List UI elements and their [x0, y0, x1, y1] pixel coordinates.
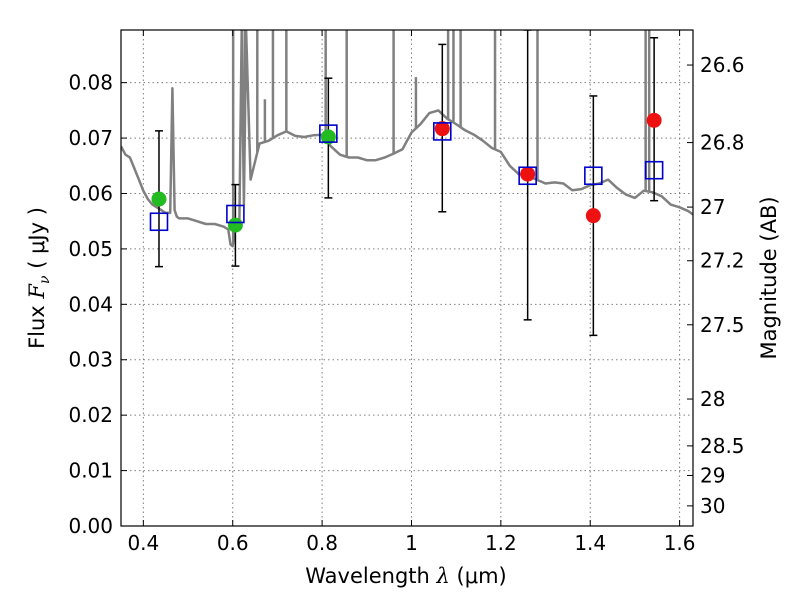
mag-tick-label: 30: [700, 494, 725, 518]
observed-point-green: [227, 217, 243, 233]
observed-point-red: [585, 208, 601, 224]
y-tick-label: 0.05: [68, 237, 113, 261]
x-tick-label: 0.6: [217, 531, 249, 555]
model-photometry-square: [644, 160, 664, 180]
mag-tick-label: 28.5: [700, 434, 745, 458]
x-axis-label: Wavelength λ (μm): [305, 564, 506, 588]
y-tick-label: 0.00: [68, 514, 113, 538]
model-photometry-square: [433, 122, 452, 141]
x-tick-label: 1.4: [574, 531, 606, 555]
y-tick-label: 0.04: [68, 292, 113, 316]
mag-tick-label: 26.6: [700, 53, 745, 77]
y-tick-label: 0.07: [68, 126, 113, 150]
x-tick-label: 0.4: [127, 531, 159, 555]
model-photometry-square: [226, 204, 245, 224]
y2-axis-label: Magnitude (AB): [757, 196, 781, 359]
mag-tick-label: 29: [700, 463, 725, 487]
y-tick-label: 0.02: [68, 403, 113, 427]
mag-tick-label: 27: [700, 195, 725, 219]
model-photometry-square: [518, 166, 537, 186]
mag-tick-label: 27.5: [700, 313, 745, 337]
observed-point-red: [520, 166, 536, 182]
x-tick-label: 1.2: [485, 531, 517, 555]
model-photometry-square: [319, 124, 338, 143]
observed-point-green: [151, 191, 167, 207]
mag-tick-label: 26.8: [700, 131, 745, 155]
mag-tick-label: 28: [700, 387, 725, 411]
x-tick-label: 1: [405, 531, 418, 555]
x-tick-label: 0.8: [306, 531, 338, 555]
plot-area: [121, 30, 693, 337]
x-tick-label: 1.6: [664, 531, 696, 555]
model-photometry-square: [584, 166, 603, 186]
model-spectrum-line: [121, 30, 693, 248]
y-axis-label: Flux Fν ( μJy ): [25, 207, 53, 349]
model-photometry-square: [149, 212, 169, 232]
y-tick-label: 0.01: [68, 459, 113, 483]
y-tick-label: 0.08: [68, 71, 113, 95]
plot-frame: [120, 29, 694, 527]
y-tick-label: 0.06: [68, 181, 113, 205]
y-tick-label: 0.03: [68, 348, 113, 372]
observed-point-red: [646, 112, 662, 128]
observed-point-green: [320, 129, 336, 145]
observed-point-red: [434, 121, 450, 137]
mag-tick-label: 27.2: [700, 249, 745, 273]
ticks: 0.4 0.6 0.8 1 1.2 1.4 1.6 0.00 0.01 0.02 0.03 0.04 0…: [68, 30, 745, 555]
